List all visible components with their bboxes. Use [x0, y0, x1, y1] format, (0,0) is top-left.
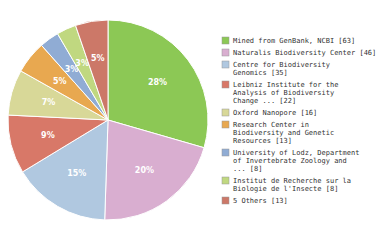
data-label: 5%: [91, 54, 105, 63]
legend-item: Oxford Nanopore [16]: [222, 109, 317, 117]
data-label: 15%: [67, 169, 86, 178]
legend-swatch: [222, 81, 229, 88]
legend-item: Institut de Recherche sur laBiologie de …: [222, 177, 351, 193]
legend-item: Research Center inBiodiversity and Genet…: [222, 121, 334, 145]
data-label: 9%: [41, 131, 55, 140]
legend-item: Mined from GenBank, NCBI [63]: [222, 37, 355, 45]
data-label: 5%: [53, 77, 67, 86]
legend-label: University of Lodz, Departmentof Inverte…: [233, 149, 359, 173]
legend-swatch: [222, 177, 229, 184]
legend-swatch: [222, 49, 229, 56]
legend-label: Centre for BiodiversityGenomics [35]: [233, 61, 330, 77]
legend-item: University of Lodz, Departmentof Inverte…: [222, 149, 359, 173]
legend-swatch: [222, 197, 229, 204]
legend-swatch: [222, 37, 229, 44]
data-label: 3%: [75, 59, 89, 68]
legend-label: Research Center inBiodiversity and Genet…: [233, 121, 334, 145]
legend-label: Institut de Recherche sur laBiologie de …: [233, 177, 351, 193]
pie: [8, 20, 208, 220]
pie-slice: [8, 115, 108, 172]
legend-label: Oxford Nanopore [16]: [233, 109, 317, 117]
legend-swatch: [222, 109, 229, 116]
pie-slice: [76, 20, 108, 120]
data-label: 7%: [42, 98, 56, 107]
legend-swatch: [222, 121, 229, 128]
data-labels: 28%20%15%9%7%5%3%3%5%: [41, 54, 167, 178]
legend-swatch: [222, 61, 229, 68]
data-label: 20%: [135, 166, 154, 175]
legend-item: Centre for BiodiversityGenomics [35]: [222, 61, 330, 77]
legend-label: Leibniz Institute for theAnalysis of Bio…: [233, 81, 338, 105]
legend-item: Leibniz Institute for theAnalysis of Bio…: [222, 81, 338, 105]
legend-label: 5 Others [13]: [233, 197, 288, 205]
legend-swatch: [222, 149, 229, 156]
legend: Mined from GenBank, NCBI [63] Naturalis B…: [222, 37, 376, 205]
legend-label: Naturalis Biodiversity Center [46]: [233, 49, 376, 57]
chart: 28%20%15%9%7%5%3%3%5%Mined from GenBank,…: [0, 0, 380, 240]
legend-item: 5 Others [13]: [222, 197, 288, 205]
pie-slice: [105, 120, 204, 220]
legend-label: Mined from GenBank, NCBI [63]: [233, 37, 355, 45]
data-label: 28%: [148, 78, 167, 87]
legend-item: Naturalis Biodiversity Center [46]: [222, 49, 376, 57]
